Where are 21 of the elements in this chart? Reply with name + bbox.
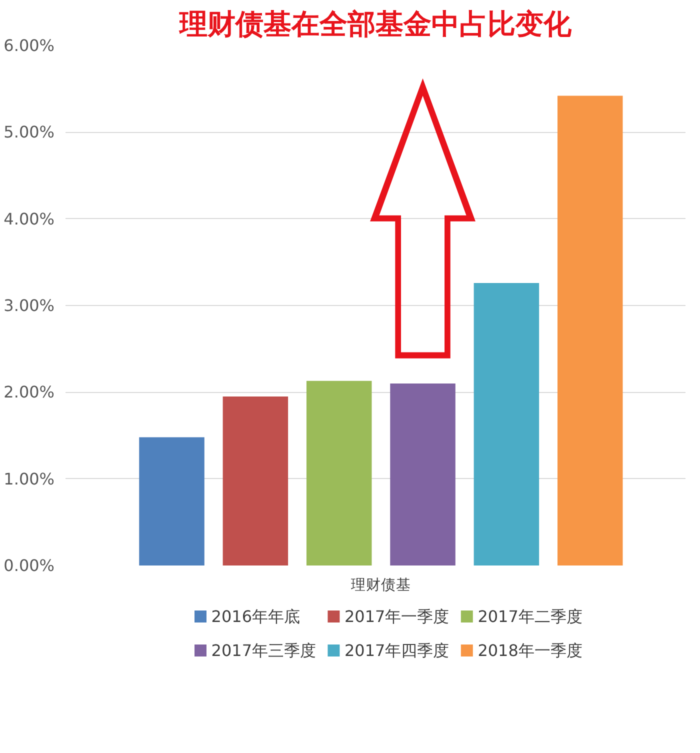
y-tick-label: 1.00%: [4, 469, 54, 488]
legend-label: 2016年年底: [211, 607, 300, 626]
legend-label: 2017年四季度: [344, 641, 450, 660]
y-tick-label: 5.00%: [4, 122, 54, 142]
y-tick-label: 6.00%: [4, 36, 54, 55]
y-tick-label: 2.00%: [4, 382, 54, 402]
legend-label: 2018年一季度: [478, 641, 582, 660]
y-tick-label: 3.00%: [4, 296, 54, 315]
bar: [222, 396, 288, 566]
y-tick-label: 0.00%: [4, 556, 54, 575]
x-tick-label: 理财债基: [350, 576, 411, 594]
bar: [474, 282, 540, 566]
legend-label: 2017年二季度: [478, 607, 582, 626]
bar: [390, 384, 456, 566]
legend-label: 2017年一季度: [344, 607, 450, 626]
bar: [306, 380, 372, 566]
bar: [139, 437, 204, 566]
y-tick-label: 4.00%: [4, 209, 54, 228]
chart-title: 理财债基在全部基金中占比变化: [178, 8, 572, 40]
bar: [557, 96, 623, 566]
legend-label: 2017年三季度: [211, 641, 316, 660]
